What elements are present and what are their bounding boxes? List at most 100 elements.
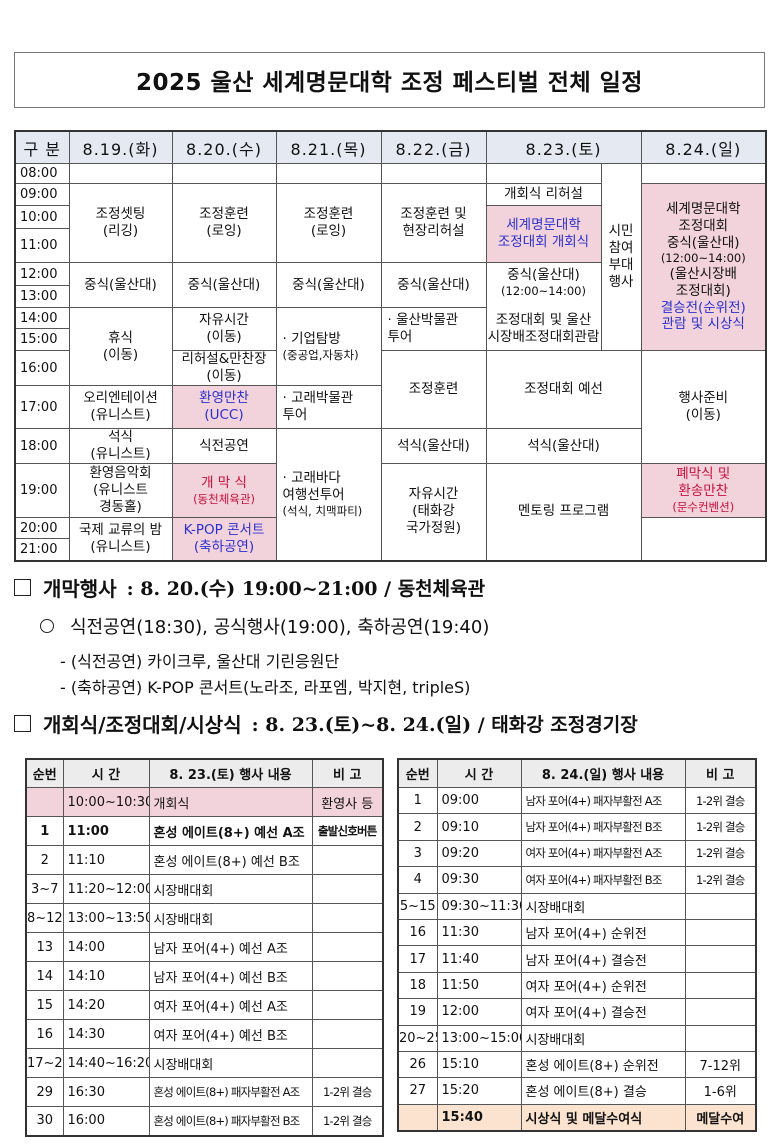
cell-line: (로잉) [310, 223, 347, 239]
schedule-cell: 멘토링 프로그램 [485, 463, 642, 561]
cell-text: 11:30 [441, 925, 479, 941]
schedule-cell: 중식(울산대) [380, 262, 487, 308]
cell-line: (유니스트) [90, 538, 151, 555]
bullet-box [14, 579, 31, 596]
race-cell: 15 [25, 990, 64, 1020]
cell-text: 15:20 [441, 1083, 479, 1099]
cell-line: 조정훈련 [199, 206, 249, 223]
cell-text: 11:50 [441, 977, 479, 993]
race-cell: 시장배대회 [520, 892, 686, 920]
race-cell: 11:00 [62, 816, 150, 846]
cell-line: (이동) [102, 346, 139, 363]
empty-cell [397, 1103, 438, 1132]
cell-text: 여자 포어(4+) 패자부활전 B조 [525, 872, 663, 887]
race-row: 13 14:00 남자 포어(4+) 예선 A조 [25, 932, 384, 962]
cell-text: 19 [409, 1004, 427, 1020]
cell-text: 남자 포어(4+) 예선 A조 [153, 941, 288, 957]
cell-line: (리깅) [102, 223, 139, 239]
race-row: 1 09:00 남자 포어(4+) 패자부활전 A조 1-2위 결승 [397, 786, 757, 815]
schedule-row: 20:00 국제 교류의 밤 (유니스트) K-POP 콘서트 (축하공연) [14, 517, 767, 561]
schedule-cell: 개 막 식 (동천체육관) [171, 463, 277, 518]
schedule-row: 21:00 [14, 538, 766, 561]
cell-line: 세계명문대학 [506, 217, 581, 234]
race-cell: 14 [25, 961, 64, 991]
schedule-cell: 중식(울산대) (12:00~14:00) 조정대회 및 울산 시장배조정대회관람 [485, 262, 602, 351]
cell-line: 식전공연 [199, 437, 249, 454]
time-cell: 18:00 [14, 428, 70, 464]
item-line: - (축하공연) K-POP 콘서트(노라조, 라포엠, 박지현, triple… [60, 678, 471, 697]
race-cell: 여자 포어(4+) 패자부활전 A조 [520, 839, 686, 868]
header-cell: 8. 24.(일) 행사 내용 [520, 758, 686, 788]
schedule-cell: 조정대회 예선 [485, 350, 642, 429]
race-cell: 11:20~12:00 [62, 874, 150, 904]
cell-text: 시장배대회 [153, 1057, 214, 1073]
cell-text: 15 [36, 997, 54, 1013]
header-cell: 8.24.(일) [640, 130, 767, 164]
cell-line: (유니스트) [90, 446, 151, 462]
race-row: 16 11:30 남자 포어(4+) 순위전 [397, 918, 757, 947]
race-cell: 남자 포어(4+) 패자부활전 B조 [520, 813, 686, 841]
race-cell: 16 [397, 918, 438, 947]
race-cell: 여자 포어(4+) 결승전 [520, 998, 686, 1026]
schedule-cell: 세계명문대학 조정대회 개회식 [485, 205, 602, 263]
cell-line: 중식(울산대) [507, 267, 580, 283]
cell-text: 개회식 [153, 796, 190, 812]
schedule-cell: 조정훈련 및 현장리허설 [380, 183, 487, 263]
race-row: 2 11:10 혼성 에이트(8+) 예선 B조 [25, 845, 384, 875]
cell-line: 조정대회 개회식 [497, 234, 590, 250]
race-cell: 26 [397, 1050, 438, 1079]
schedule-cell: K-POP 콘서트 (축하공연) [171, 517, 277, 561]
section-heading: 개막행사: 8. 20.(수) 19:00~21:00 / 동천체육관 [14, 573, 485, 602]
race-cell: 개회식 [148, 787, 313, 817]
cell-text: 여자 포어(4+) 순위전 [525, 979, 647, 995]
cell-line: 중식(울산대) [292, 276, 365, 293]
cell-line: 조정훈련 [408, 381, 459, 398]
cell-line: 부대 [608, 257, 634, 273]
schedule-cell: · 울산박물관 투어 [380, 307, 487, 351]
cell-line: 중식(울산대) [84, 276, 157, 293]
cell-line: 행사준비 [678, 390, 729, 407]
race-cell: 15:10 [436, 1050, 522, 1079]
race-cell: 환영사 등 [311, 787, 384, 817]
cell-text: 17 [409, 951, 427, 967]
race-cell: 12:00 [436, 998, 522, 1026]
race-cell: 09:30~11:30 [436, 892, 522, 920]
schedule-cell: · 고래박물관 투어 [275, 385, 382, 429]
cell-text: 18 [409, 977, 427, 993]
cell-text: 27 [409, 1083, 427, 1099]
cell-text: 시장배대회 [153, 883, 214, 899]
time-cell: 09:00 [14, 183, 70, 206]
race-cell: 17 [397, 945, 438, 973]
cell-text: 1 [413, 793, 422, 809]
cell-line: K-POP 콘서트 [183, 521, 265, 538]
cell-text: 남자 포어(4+) 예선 B조 [153, 970, 288, 986]
cell-line: · 고래바다 [282, 470, 341, 487]
race-row: 2 09:10 남자 포어(4+) 패자부활전 B조 1-2위 결승 [397, 813, 757, 841]
cell-text: 남자 포어(4+) 결승전 [525, 953, 647, 969]
empty-cell [68, 163, 173, 184]
race-cell: 혼성 에이트(8+) 패자부활전 B조 [148, 1106, 313, 1136]
cell-line: (석식, 치맥파티) [282, 503, 363, 518]
cell-line: (유니스트) [90, 407, 151, 423]
race-cell: 5~15 [397, 892, 438, 920]
race-row: 8~12 13:00~13:50 시장배대회 [25, 903, 384, 933]
empty-cell [275, 163, 382, 184]
cell-line: 환영만찬 [199, 390, 249, 407]
race-cell: 시상식 및 메달수여식 [520, 1103, 686, 1132]
race-cell: 14:40~16:20 [62, 1048, 150, 1078]
cell-text: 시장배대회 [525, 900, 586, 916]
cell-line: 석식 [108, 429, 133, 446]
race-cell: 20~25 [397, 1024, 438, 1052]
cell-text: 2 [40, 852, 49, 868]
time-cell: 12:00 [14, 262, 70, 286]
empty-cell [640, 517, 767, 561]
cell-line: 관람 및 시상식 [661, 316, 745, 333]
section-label: 개막행사 [43, 577, 117, 601]
cell-line: 환송만찬 [678, 483, 729, 500]
cell-text: 14:10 [67, 968, 105, 984]
summary-text: 식전공연(18:30), 공식행사(19:00), 축하공연(19:40) [70, 617, 490, 638]
section-heading: 개회식/조정대회/시상식: 8. 23.(토)~8. 24.(일) / 태화강 … [14, 709, 638, 738]
schedule-row: 09:00 조정셋팅 (리깅) 조정훈련 (로잉) 조정훈련 (로잉) 조정훈련 및 현장리허설… [14, 183, 767, 351]
cell-line: (이동) [206, 368, 242, 384]
cell-text: 11:10 [67, 852, 105, 868]
